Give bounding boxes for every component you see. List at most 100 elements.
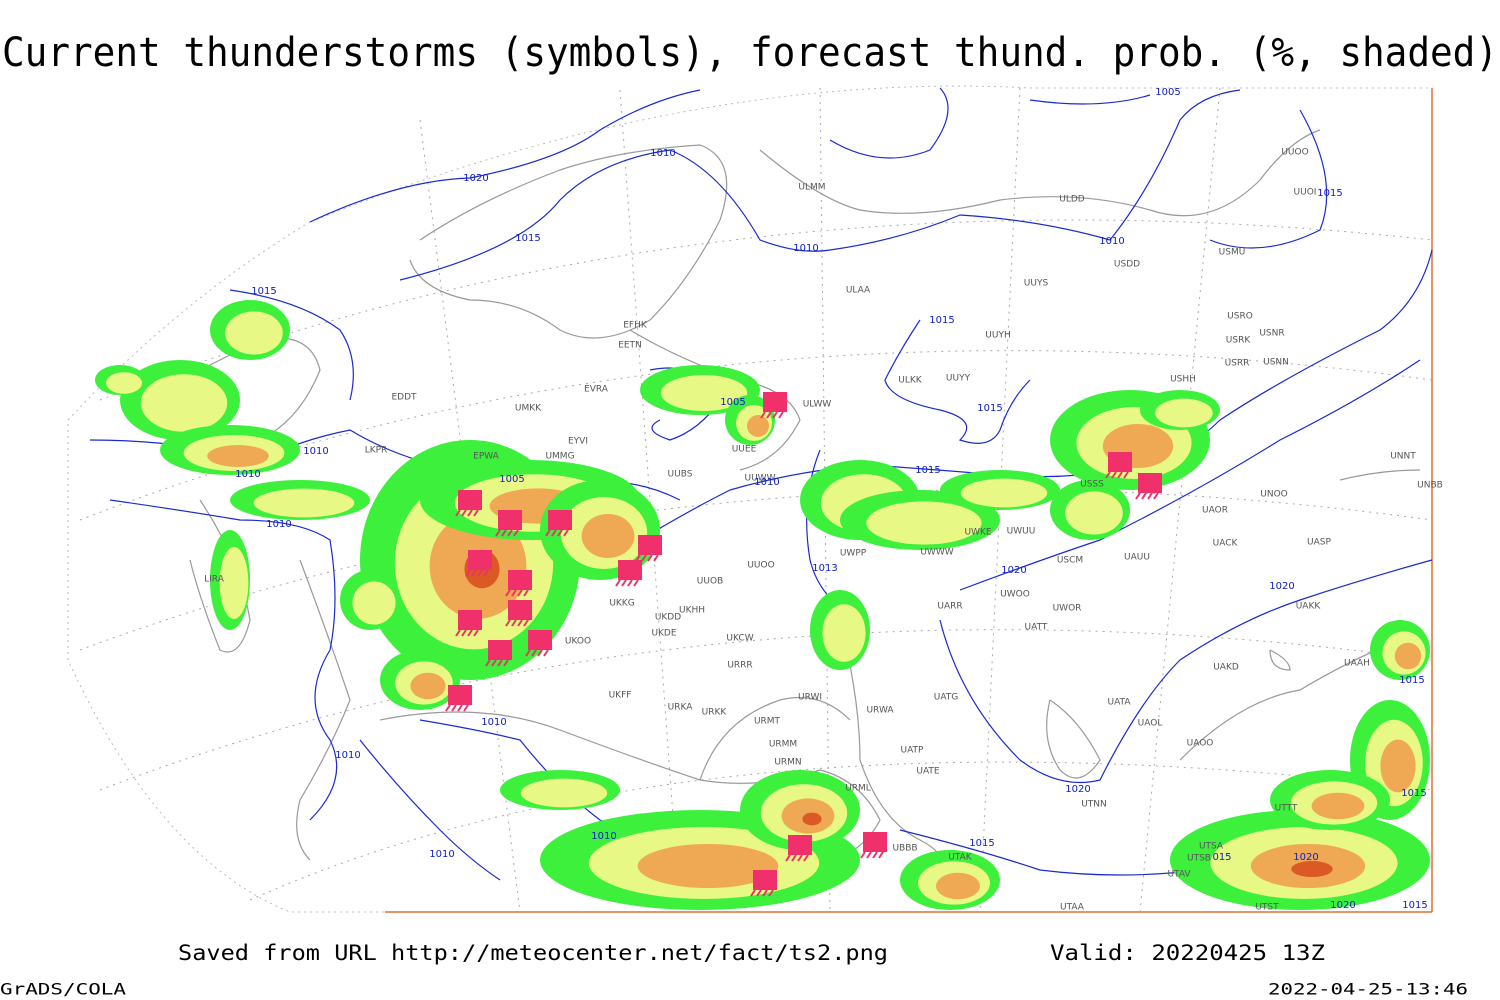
symbol-stroke [517, 619, 523, 627]
thunderstorm-symbol [455, 490, 482, 517]
isobar-label: 1010 [335, 750, 360, 761]
station-label: UATG [934, 693, 959, 703]
symbol-stroke [872, 851, 878, 859]
symbol-stroke [766, 411, 772, 419]
probability-shading [140, 374, 228, 432]
thunderstorm-symbol [750, 870, 777, 897]
station-label: ULMM [798, 183, 825, 193]
probability-shading [1380, 739, 1416, 793]
symbol-body [458, 610, 482, 630]
symbol-stroke [513, 529, 519, 537]
station-label: UKHH [679, 606, 705, 616]
symbol-stroke [531, 649, 537, 657]
symbol-stroke [495, 529, 501, 537]
station-label: URMT [754, 717, 781, 727]
isobar-label: 1015 [929, 315, 954, 326]
probability-shading [581, 514, 635, 558]
station-label: UKKG [609, 599, 634, 609]
symbol-stroke [525, 649, 531, 657]
symbol-stroke [1153, 492, 1159, 500]
station-label: UAUU [1124, 553, 1150, 563]
probability-shading [660, 375, 748, 411]
symbol-stroke [1105, 471, 1111, 479]
symbol-stroke [491, 659, 497, 667]
symbol-stroke [497, 659, 503, 667]
symbol-stroke [647, 554, 653, 562]
symbol-stroke [445, 704, 451, 712]
thunderstorm-symbol [465, 550, 492, 577]
thunderstorm-symbol [455, 610, 482, 637]
probability-shading [637, 844, 779, 888]
symbol-stroke [1111, 471, 1117, 479]
isobar-label: 1015 [251, 286, 276, 297]
symbol-body [618, 560, 642, 580]
symbol-stroke [551, 529, 557, 537]
isobar-label: 1010 [481, 717, 506, 728]
isobar-label: 1015 [969, 838, 994, 849]
station-label: EETN [618, 341, 642, 351]
station-label: USNR [1259, 329, 1284, 339]
symbol-stroke [772, 411, 778, 419]
thunderstorm-probability [95, 300, 1430, 910]
station-label: UASP [1307, 538, 1331, 548]
station-label: UMMG [545, 452, 574, 462]
station-label: UTST [1255, 903, 1279, 913]
thunderstorm-symbol [1105, 452, 1132, 479]
probability-shading [866, 501, 982, 545]
symbol-stroke [483, 569, 489, 577]
station-label: UUWW [745, 474, 776, 484]
station-label: UWKE [964, 528, 991, 538]
isobar-label: 1015 [977, 403, 1002, 414]
station-label: UTAA [1060, 903, 1085, 913]
station-label: UWUU [1007, 527, 1036, 537]
station-label: UATE [916, 767, 940, 777]
symbol-stroke [756, 889, 762, 897]
symbol-stroke [507, 529, 513, 537]
symbol-stroke [463, 704, 469, 712]
isobar-label: 1010 [429, 849, 454, 860]
isobar-label: 1020 [463, 173, 488, 184]
station-label: UNBB [1417, 481, 1443, 491]
isobars [89, 87, 1433, 881]
symbol-stroke [523, 589, 529, 597]
symbol-stroke [545, 529, 551, 537]
station-label: LKPR [365, 446, 388, 456]
station-label: UNOO [1260, 490, 1288, 500]
symbol-stroke [455, 509, 461, 517]
station-label: UTSB [1187, 854, 1211, 864]
symbol-stroke [627, 579, 633, 587]
station-label: USRO [1227, 312, 1253, 322]
symbol-stroke [461, 629, 467, 637]
station-label: UNNT [1390, 452, 1416, 462]
symbol-stroke [866, 851, 872, 859]
isobar-label: 1020 [1269, 581, 1294, 592]
probability-shading [960, 478, 1048, 508]
probability-shading [1311, 792, 1365, 820]
station-label: UTNN [1081, 800, 1107, 810]
isobar-label: 1005 [499, 474, 524, 485]
thunderstorm-symbol [1135, 473, 1162, 500]
symbol-stroke [557, 529, 563, 537]
station-label: UAAH [1344, 659, 1370, 669]
symbol-stroke [778, 411, 784, 419]
station-label: UATT [1025, 623, 1048, 633]
station-label: UAOO [1187, 739, 1214, 749]
isobar-label: 1010 [793, 243, 818, 254]
station-label: UUYY [946, 374, 971, 384]
station-label: UKOO [565, 637, 591, 647]
symbol-body [788, 835, 812, 855]
symbol-stroke [537, 649, 543, 657]
station-label: UUYS [1024, 279, 1049, 289]
symbol-stroke [543, 649, 549, 657]
symbol-stroke [461, 509, 467, 517]
thunderstorm-symbol [505, 600, 532, 627]
station-label: UUBS [668, 470, 693, 480]
station-label: UUOO [1281, 148, 1308, 158]
isobar-label: 1020 [1293, 852, 1318, 863]
symbol-body [458, 490, 482, 510]
station-label: EYVI [568, 437, 588, 447]
thunderstorm-symbol [525, 630, 552, 657]
symbol-body [448, 685, 472, 705]
isobar-label: 1015 [1402, 900, 1427, 911]
